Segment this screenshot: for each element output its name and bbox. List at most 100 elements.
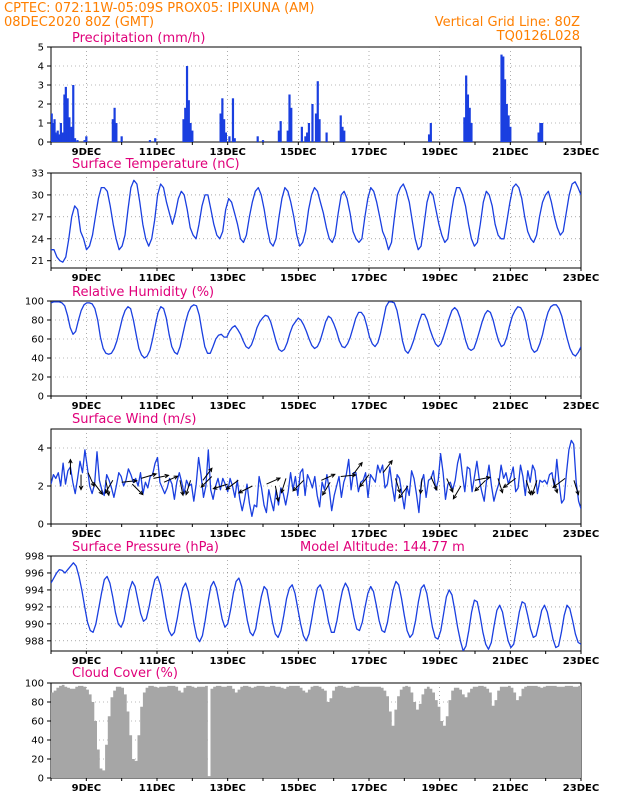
wind-arrow-head (185, 490, 190, 496)
y-tick-label: 4 (38, 62, 44, 73)
x-tick-label: 23DEC (563, 401, 599, 412)
wind-arrow (497, 478, 503, 493)
precip-bar (223, 119, 226, 142)
x-tick-label: 17DEC (351, 529, 387, 540)
y-tick-label: 100 (25, 297, 44, 308)
wind-arrow (153, 474, 169, 479)
x-tick-label: 11DEC (139, 273, 175, 284)
panel-pressure: Surface Pressure (hPa) Model Altitude: 1… (25, 540, 599, 667)
wind-arrow (202, 467, 213, 481)
precip-bar (325, 132, 328, 142)
wind-arrow-head (292, 486, 298, 492)
cloud-area (51, 684, 581, 778)
y-tick-label: 996 (25, 568, 44, 579)
header-station: CPTEC: 072:11W-05:09S PROX05: IPIXUNA (A… (4, 1, 314, 16)
x-tick-label: 17DEC (351, 656, 387, 667)
x-tick-label: 13DEC (209, 656, 245, 667)
pressure-altitude-note: Model Altitude: 144.77 m (300, 540, 465, 555)
series-line (51, 562, 581, 651)
panel-wind: Surface Wind (m/s) 0 2 4 9DEC 11DEC 13DEC 15DE… (38, 412, 600, 540)
wind-arrow (238, 485, 253, 494)
precip-bar (509, 126, 512, 142)
wind-arrow (452, 485, 462, 500)
precip-bar (537, 132, 540, 142)
precip-bar (120, 136, 123, 142)
plot-area (51, 301, 581, 359)
precip-bar (83, 140, 86, 142)
y-tick-label: 4 (38, 444, 44, 455)
wind-arrow-head (98, 490, 104, 496)
y-tick-label: 30 (31, 190, 44, 201)
panel-cloud-cover: Cloud Cover (%) 0 20 40 60 80 100 9DEC 11DEC 13D… (25, 666, 599, 794)
wind-arrow-head (474, 486, 480, 492)
wind-arrow (280, 478, 287, 493)
wind-arrow (121, 480, 137, 483)
precip-bar (185, 66, 189, 142)
wind-arrow-head (499, 488, 504, 494)
y-tick-label: 3 (38, 81, 44, 92)
wind-arrow (474, 479, 486, 492)
wind-arrow (185, 480, 192, 495)
y-tick-label: 988 (25, 636, 44, 647)
x-tick-label: 15DEC (280, 401, 316, 412)
header: CPTEC: 072:11W-05:09S PROX05: IPIXUNA (A… (4, 1, 580, 44)
y-tick-label: 992 (25, 602, 44, 613)
y-tick-label: 60 (31, 335, 44, 346)
header-grid-line: Vertical Grid Line: 80Z (435, 15, 580, 30)
series-line (51, 439, 581, 518)
wind-arrow (430, 476, 438, 491)
wind-arrow (104, 480, 114, 494)
wind-arrow-head (280, 488, 285, 494)
precip-bar (261, 140, 265, 142)
x-tick-label: 13DEC (209, 783, 245, 794)
y-tick-label: 100 (25, 679, 44, 690)
precip-bar (316, 81, 319, 142)
x-tick-label: 11DEC (139, 401, 175, 412)
precip-bar (465, 75, 468, 142)
precip-bar (503, 79, 507, 142)
wind-arrow (87, 472, 95, 487)
plot-frame (50, 555, 582, 652)
precip-bar (304, 136, 307, 142)
precip-bar (468, 107, 471, 142)
wind-arrow (200, 476, 213, 488)
x-tick-label: 11DEC (139, 783, 175, 794)
x-tick-label: 13DEC (209, 147, 245, 158)
x-tick-label: 13DEC (209, 273, 245, 284)
precip-bar (113, 107, 116, 142)
x-tick-label: 19DEC (421, 529, 457, 540)
plot-area (51, 179, 581, 263)
wind-title: Surface Wind (m/s) (72, 412, 196, 427)
precip-bar (189, 123, 192, 142)
y-tick-label: 2 (38, 100, 44, 111)
precip-bar (539, 123, 542, 142)
precip-bar (500, 54, 503, 142)
precip-bar (314, 113, 318, 142)
y-tick-label: 0 (38, 520, 44, 531)
y-tick-label: 990 (25, 619, 44, 630)
x-tick-label: 15DEC (280, 529, 316, 540)
plot-area (51, 54, 544, 142)
wind-arrow-head (164, 473, 170, 479)
wind-arrow (131, 483, 144, 495)
precip-bar (311, 104, 314, 142)
wind-arrow-head (200, 483, 206, 488)
wind-arrow (274, 485, 279, 502)
precip-bar (219, 113, 222, 142)
wind-arrow (382, 460, 393, 474)
wind-arrow-head (449, 487, 454, 493)
precip-bar (221, 98, 224, 142)
wind-arrow-head (418, 489, 424, 495)
wind-arrow-head (152, 472, 158, 477)
y-tick-label: 40 (31, 736, 44, 747)
x-tick-label: 9DEC (72, 401, 101, 412)
pressure-title: Surface Pressure (hPa) (72, 540, 219, 555)
precip-bar (277, 130, 280, 142)
y-tick-label: 0 (38, 774, 44, 785)
precip-bar (64, 86, 67, 142)
y-tick-label: 40 (31, 354, 44, 365)
y-tick-label: 21 (31, 256, 44, 267)
precip-bar (256, 136, 259, 142)
wind-arrow (552, 477, 566, 488)
